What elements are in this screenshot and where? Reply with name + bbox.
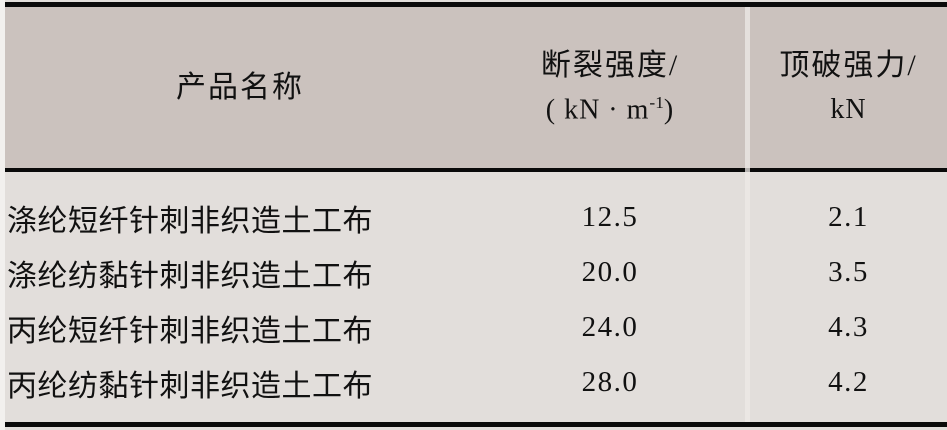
cell-burst: 3.5 (828, 256, 869, 288)
column-header-product-label: 产品名称 (176, 70, 304, 104)
column-header-burst-unit: kN (830, 93, 867, 125)
cell-burst: 2.1 (828, 201, 869, 233)
column-header-tensile-label: 断裂强度/ (540, 49, 680, 83)
column-header-tensile-unit-exponent: -1 (649, 92, 664, 112)
table-bottom-rule (5, 422, 947, 427)
cell-burst: 4.2 (828, 366, 869, 398)
cell-product: 涤纶纺黏针刺非织造土工布 (7, 259, 373, 293)
column-header-tensile-strength: 断裂强度/ ( kN · m-1) (475, 7, 745, 168)
cell-tensile: 20.0 (581, 256, 639, 288)
table-row: 涤纶纺黏针刺非织造土工布 20.0 3.5 (5, 245, 947, 300)
column-header-burst-strength: 顶破强力/ kN (750, 7, 947, 168)
table-top-rule (5, 2, 947, 7)
table-header-row: 产品名称 断裂强度/ ( kN · m-1) 顶破强力/ kN (5, 7, 947, 168)
cell-product: 丙纶短纤针刺非织造土工布 (7, 314, 373, 348)
table-row: 丙纶短纤针刺非织造土工布 24.0 4.3 (5, 300, 947, 355)
column-header-tensile-unit: ( kN · m-1) (546, 92, 674, 129)
table-header-rule (5, 168, 947, 172)
cell-tensile: 12.5 (581, 201, 639, 233)
column-divider (745, 7, 750, 422)
table-row: 涤纶短纤针刺非织造土工布 12.5 2.1 (5, 190, 947, 245)
column-header-tensile-unit-tail: ) (663, 93, 675, 125)
table-row: 丙纶纺黏针刺非织造土工布 28.0 4.2 (5, 355, 947, 410)
cell-burst: 4.3 (828, 311, 869, 343)
column-header-tensile-unit-main: ( kN · m (545, 93, 650, 125)
table-body: 涤纶短纤针刺非织造土工布 12.5 2.1 涤纶纺黏针刺非织造土工布 20.0 … (5, 172, 947, 422)
data-table: 产品名称 断裂强度/ ( kN · m-1) 顶破强力/ kN 涤纶短纤针刺非织… (5, 0, 947, 430)
cell-tensile: 28.0 (581, 366, 639, 398)
cell-tensile: 24.0 (581, 311, 639, 343)
cell-product: 丙纶纺黏针刺非织造土工布 (7, 369, 373, 403)
column-header-burst-label: 顶破强力/ (779, 49, 918, 83)
cell-product: 涤纶短纤针刺非织造土工布 (7, 204, 373, 238)
column-header-product: 产品名称 (5, 7, 475, 168)
